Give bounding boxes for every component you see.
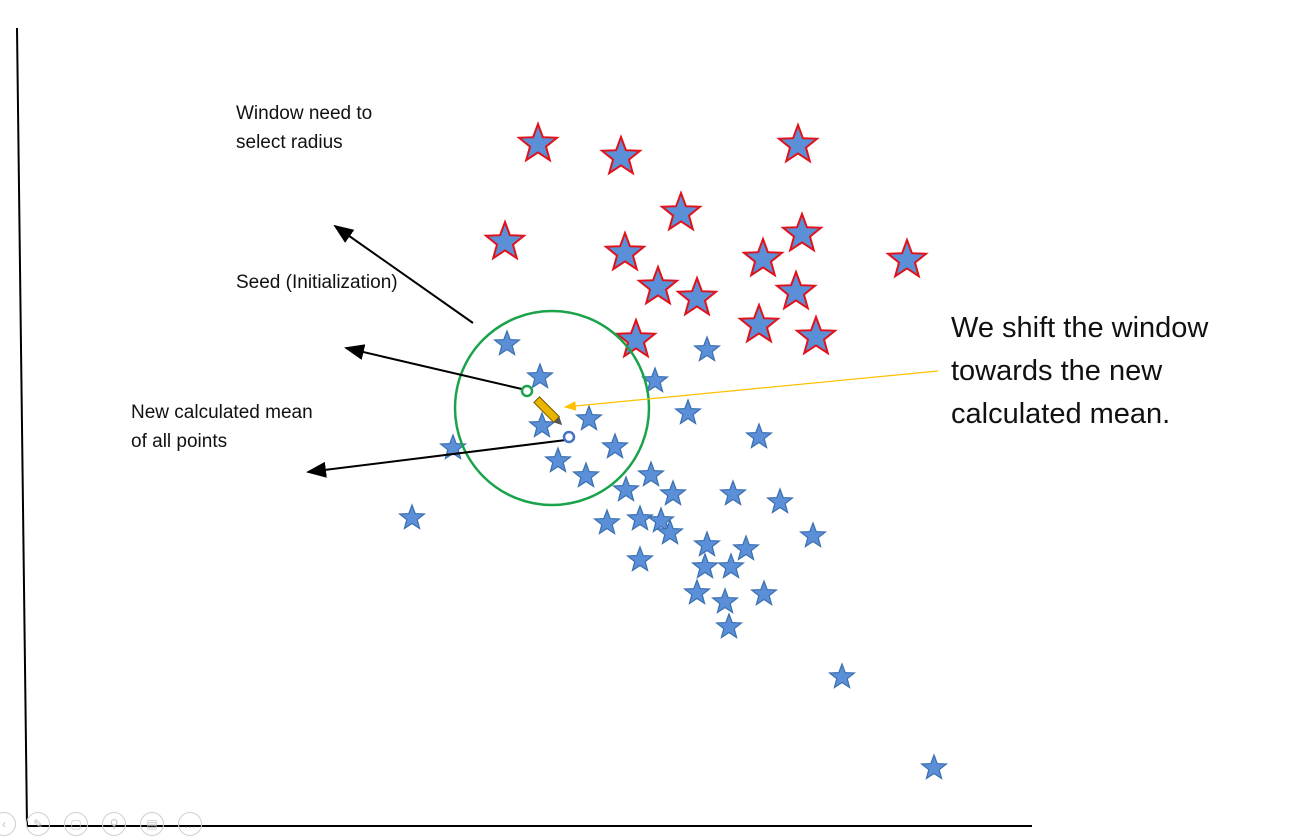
outlier-star-12 xyxy=(774,269,818,311)
data-star-18 xyxy=(397,503,427,530)
outlier-star-11 xyxy=(675,275,719,317)
outlier-star-6 xyxy=(603,230,647,272)
data-star-20 xyxy=(592,508,622,535)
data-star-1 xyxy=(692,335,722,362)
seed-arrow xyxy=(344,344,527,391)
outlier-star-9 xyxy=(885,237,929,279)
mean-dot xyxy=(562,430,576,444)
data-star-12 xyxy=(571,461,601,488)
outlier-star-2 xyxy=(599,134,643,176)
outlier-star-4 xyxy=(659,190,703,232)
data-star-14 xyxy=(611,475,641,502)
outlier-star-1 xyxy=(516,121,560,163)
data-star-11 xyxy=(543,446,573,473)
outlier-star-15 xyxy=(794,314,838,356)
data-star-10 xyxy=(744,422,774,449)
mean-label: New calculated mean of all points xyxy=(131,402,313,452)
seed-label: Seed (Initialization) xyxy=(236,272,398,293)
data-star-32 xyxy=(714,612,744,639)
zoom-icon[interactable]: ⚲ xyxy=(102,812,126,836)
data-star-2 xyxy=(492,329,522,356)
seed-dot xyxy=(520,384,534,398)
chevron-left-icon[interactable]: ‹ xyxy=(0,812,16,836)
data-star-4 xyxy=(640,366,670,393)
subtitles-icon[interactable]: ▤ xyxy=(140,812,164,836)
data-star-25 xyxy=(731,534,761,561)
window-label: Window need to select radius xyxy=(236,103,373,153)
data-star-13 xyxy=(636,460,666,487)
shift-line xyxy=(563,370,939,411)
data-star-3 xyxy=(525,362,555,389)
outlier-star-13 xyxy=(737,302,781,344)
data-star-17 xyxy=(765,487,795,514)
pen-icon[interactable]: ✎ xyxy=(26,812,50,836)
data-star-33 xyxy=(827,662,857,689)
data-star-7 xyxy=(673,398,703,425)
slides-icon[interactable]: ▢ xyxy=(64,812,88,836)
data-star-31 xyxy=(710,587,740,614)
data-points xyxy=(397,121,949,780)
data-star-19 xyxy=(625,504,655,531)
window-arrow xyxy=(333,224,474,324)
more-icon[interactable]: … xyxy=(178,812,202,836)
outlier-star-3 xyxy=(776,122,820,164)
window-circle xyxy=(453,309,651,507)
data-star-26 xyxy=(625,545,655,572)
data-star-34 xyxy=(919,753,949,780)
y-axis xyxy=(16,27,28,827)
data-star-24 xyxy=(692,530,722,557)
data-star-27 xyxy=(690,552,720,579)
outlier-star-8 xyxy=(741,236,785,278)
data-star-28 xyxy=(716,552,746,579)
data-star-15 xyxy=(658,479,688,506)
data-star-22 xyxy=(655,518,685,545)
data-star-9 xyxy=(600,432,630,459)
data-star-5 xyxy=(527,411,557,438)
data-star-30 xyxy=(749,579,779,606)
mean-arrow xyxy=(306,439,567,478)
shift-callout: We shift the window towards the new calc… xyxy=(951,312,1209,430)
data-star-29 xyxy=(682,578,712,605)
slideshow-toolbar: ‹ ✎ ▢ ⚲ ▤ … xyxy=(0,810,220,837)
data-star-16 xyxy=(718,479,748,506)
outlier-star-10 xyxy=(636,264,680,306)
data-star-21 xyxy=(646,506,676,533)
outlier-star-5 xyxy=(483,219,527,261)
outlier-star-14 xyxy=(614,317,658,359)
pencil-icon xyxy=(533,396,563,426)
data-star-6 xyxy=(574,404,604,431)
outlier-star-7 xyxy=(780,211,824,253)
data-star-23 xyxy=(798,521,828,548)
